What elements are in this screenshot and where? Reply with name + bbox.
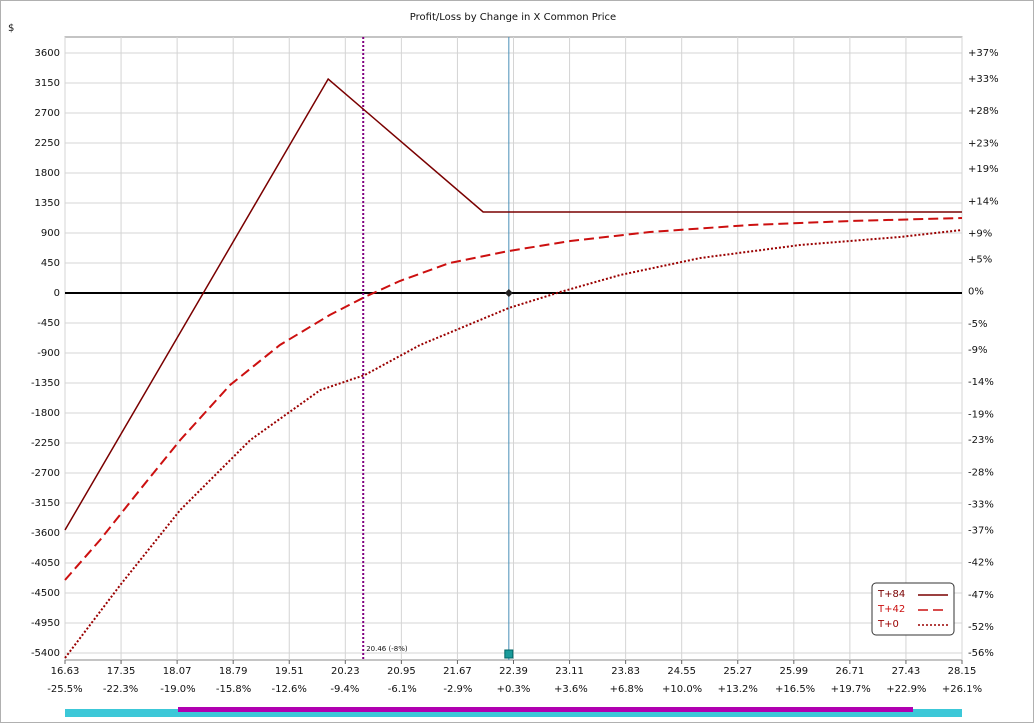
y-tick-label: -4950 (31, 618, 60, 629)
y-tick-label: -3150 (31, 498, 60, 509)
y-tick-label: -900 (37, 348, 60, 359)
y2-tick-label: -33% (968, 500, 994, 511)
y-tick-label: -2250 (31, 438, 60, 449)
x2-tick-label: +10.0% (662, 684, 702, 695)
y2-tick-label: 0% (968, 287, 984, 298)
y-tick-label: 1800 (35, 168, 60, 179)
marker-label: 20.46 (-8%) (366, 645, 408, 653)
x-tick-label: 28.15 (948, 666, 977, 677)
y-tick-label: 1350 (35, 198, 60, 209)
x2-tick-label: -15.8% (216, 684, 251, 695)
x-tick-label: 19.51 (275, 666, 304, 677)
x2-tick-label: +6.8% (610, 684, 644, 695)
y-tick-label: 450 (41, 258, 60, 269)
x2-tick-label: -12.6% (272, 684, 307, 695)
x2-tick-label: +3.6% (554, 684, 588, 695)
y2-tick-label: +33% (968, 74, 999, 85)
y2-tick-label: +37% (968, 48, 999, 59)
x-tick-label: 16.63 (51, 666, 80, 677)
current-price-diamond (504, 289, 513, 297)
x-tick-label: 20.95 (387, 666, 416, 677)
x2-tick-label: -6.1% (388, 684, 417, 695)
y-tick-label: -4050 (31, 558, 60, 569)
x2-tick-label: +22.9% (886, 684, 926, 695)
y2-tick-label: +14% (968, 196, 999, 207)
y-tick-label: 0 (54, 288, 60, 299)
y2-tick-label: -19% (968, 409, 994, 420)
legend-label: T+42 (877, 604, 905, 615)
y-tick-label: 3150 (35, 78, 60, 89)
x2-tick-label: -19.0% (160, 684, 195, 695)
y-tick-label: 900 (41, 228, 60, 239)
scrollbar-thumb[interactable] (178, 707, 913, 712)
y2-tick-label: -47% (968, 590, 994, 601)
x2-tick-label: -2.9% (443, 684, 472, 695)
y2-tick-label: +5% (968, 255, 992, 266)
chart-title: Profit/Loss by Change in X Common Price (410, 12, 616, 23)
x-tick-label: 18.07 (163, 666, 192, 677)
x-tick-label: 18.79 (219, 666, 248, 677)
legend-label: T+0 (877, 619, 899, 630)
x2-tick-label: +16.5% (775, 684, 815, 695)
y-tick-label: -4500 (31, 588, 60, 599)
x-tick-label: 25.99 (779, 666, 808, 677)
y-tick-label: 3600 (35, 48, 60, 59)
y2-tick-label: -28% (968, 467, 994, 478)
x-tick-label: 25.27 (723, 666, 752, 677)
legend-box (871, 582, 955, 636)
y2-tick-label: -5% (968, 319, 987, 330)
y-tick-label: -5400 (31, 648, 60, 659)
y2-tick-label: -37% (968, 525, 994, 536)
y-tick-label: 2700 (35, 108, 60, 119)
y-tick-label: -450 (37, 318, 60, 329)
y2-tick-label: -56% (968, 648, 994, 659)
y2-tick-label: -14% (968, 377, 994, 388)
legend-label: T+84 (877, 589, 905, 600)
y2-tick-label: -23% (968, 435, 994, 446)
y-tick-label: 2250 (35, 138, 60, 149)
series-line (64, 77, 962, 531)
y2-tick-label: +9% (968, 229, 992, 240)
x-tick-label: 21.67 (443, 666, 472, 677)
x-tick-label: 26.71 (836, 666, 865, 677)
y-tick-label: -2700 (31, 468, 60, 479)
x-tick-label: 17.35 (107, 666, 136, 677)
y2-tick-label: -42% (968, 558, 994, 569)
y-unit-label: $ (8, 23, 14, 34)
x2-tick-label: -22.3% (103, 684, 138, 695)
x-tick-label: 24.55 (667, 666, 696, 677)
current-price-handle (504, 649, 514, 659)
x-tick-label: 22.39 (499, 666, 528, 677)
x2-tick-label: +26.1% (942, 684, 982, 695)
y2-tick-label: -9% (968, 345, 987, 356)
y-tick-label: -3600 (31, 528, 60, 539)
y-tick-label: -1800 (31, 408, 60, 419)
y2-tick-label: +19% (968, 164, 999, 175)
y2-tick-label: +28% (968, 106, 999, 117)
y2-tick-label: -52% (968, 622, 994, 633)
series-line (64, 229, 963, 659)
x-tick-label: 23.83 (611, 666, 640, 677)
series-line (64, 217, 963, 581)
y-tick-label: -1350 (31, 378, 60, 389)
x2-tick-label: +0.3% (497, 684, 531, 695)
x2-tick-label: -9.4% (330, 684, 359, 695)
x-tick-label: 23.11 (555, 666, 584, 677)
x2-tick-label: +19.7% (831, 684, 871, 695)
y2-tick-label: +23% (968, 138, 999, 149)
x2-tick-label: +13.2% (718, 684, 758, 695)
x-tick-label: 27.43 (892, 666, 921, 677)
x2-tick-label: -25.5% (47, 684, 82, 695)
x-tick-label: 20.23 (331, 666, 360, 677)
scrollbar-track[interactable] (65, 709, 962, 717)
